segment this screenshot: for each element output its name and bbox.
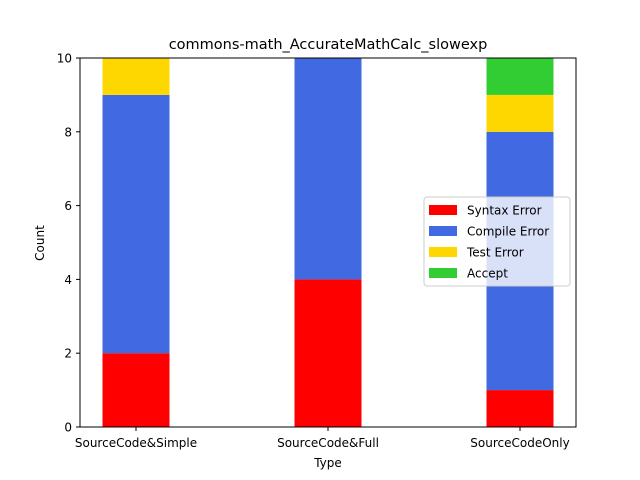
bar-accept-2 (486, 58, 554, 95)
legend-swatch (429, 268, 457, 278)
legend-swatch (429, 205, 457, 215)
bar-compile-error-1 (294, 58, 362, 280)
legend-label: Compile Error (467, 225, 549, 239)
x-axis-label: Type (313, 456, 342, 470)
legend-swatch (429, 226, 457, 236)
bar-syntax-error-0 (102, 353, 170, 427)
bar-test-error-0 (102, 58, 170, 95)
legend: Syntax Error Compile Error Test Error Accep… (423, 196, 571, 287)
bar-test-error-2 (486, 94, 554, 132)
x-tick-label: SourceCode&Simple (75, 436, 197, 450)
legend-label: Syntax Error (467, 204, 542, 218)
y-tick-label: 6 (64, 199, 72, 213)
y-tick-label: 0 (64, 421, 72, 435)
chart-title: commons-math_AccurateMathCalc_slowexp (169, 37, 488, 53)
bars-layer (102, 58, 554, 427)
axes-layer: 0 2 4 6 8 10 SourceCode&Simple SourceCode&Full S… (57, 52, 577, 450)
x-tick-label: SourceCodeOnly (470, 436, 569, 450)
legend-label: Accept (467, 267, 508, 281)
bar-syntax-error-2 (486, 390, 554, 427)
y-tick-label: 8 (64, 125, 72, 139)
y-tick-label: 2 (64, 347, 72, 361)
legend-label: Test Error (466, 246, 524, 260)
x-tick-label: SourceCode&Full (277, 436, 379, 450)
legend-box (423, 196, 571, 287)
legend-swatch (429, 247, 457, 257)
bar-syntax-error-1 (294, 279, 362, 427)
y-axis-label: Count (33, 225, 47, 261)
bar-compile-error-0 (102, 94, 170, 354)
y-tick-label: 10 (57, 52, 72, 66)
y-tick-label: 4 (64, 273, 72, 287)
